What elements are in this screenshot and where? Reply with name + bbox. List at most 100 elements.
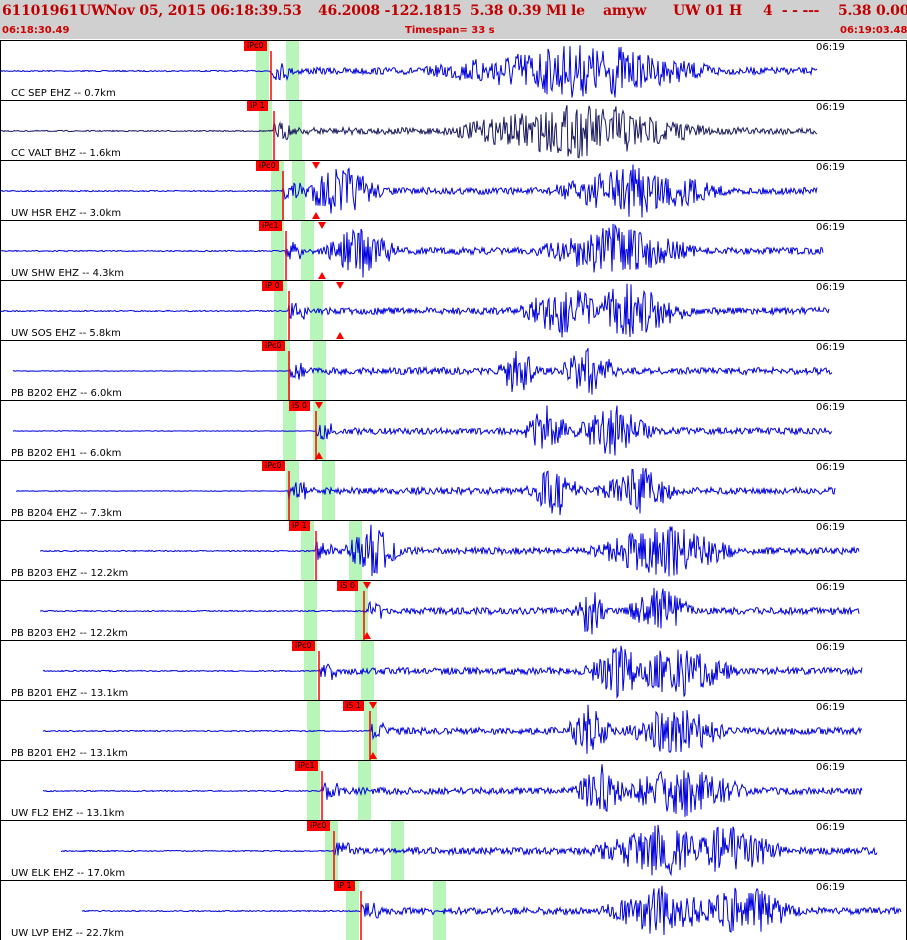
- waveform-trace: [12, 348, 833, 395]
- pick-label[interactable]: iP 1: [247, 101, 268, 111]
- waveform-trace: [12, 405, 833, 456]
- trace-time-label: 06:19: [816, 582, 845, 593]
- seismogram-panel[interactable]: iS 0 06:19 PB B202 EH1 -- 6.0km: [0, 400, 907, 460]
- station-channel-label: UW SOS EHZ -- 5.8km: [11, 328, 121, 339]
- waveform-trace: [81, 885, 902, 936]
- pick-label[interactable]: iPc1: [295, 761, 318, 771]
- s-arrival-marker-top[interactable]: [363, 582, 371, 589]
- s-arrival-marker-bottom[interactable]: [312, 212, 320, 219]
- waveform-plot: [81, 881, 902, 940]
- pick-label[interactable]: iPc0: [256, 161, 279, 171]
- waveform-plot: [42, 701, 863, 760]
- waveform-plot: [1, 161, 818, 220]
- pick-label[interactable]: iPc0: [292, 641, 315, 651]
- phase-window: [313, 341, 326, 400]
- end-time: 06:19:03.48: [840, 25, 907, 36]
- pick-label[interactable]: iPc0: [244, 41, 267, 51]
- phase-window: [256, 41, 269, 100]
- waveform-trace: [1, 283, 830, 338]
- pick-label[interactable]: iPc0: [262, 341, 285, 351]
- trace-time-label: 06:19: [816, 42, 845, 53]
- trace-time-label: 06:19: [816, 882, 845, 893]
- trace-time-label: 06:19: [816, 522, 845, 533]
- pick-label[interactable]: iPc0: [307, 821, 330, 831]
- waveform-plot: [12, 401, 833, 460]
- timespan: Timespan= 33 s: [405, 25, 495, 36]
- s-arrival-marker-bottom[interactable]: [336, 332, 344, 339]
- trace-time-label: 06:19: [816, 462, 845, 473]
- waveform-trace: [1, 45, 818, 98]
- event-depth-magnitude: 5.38 0.39 Ml le: [470, 3, 585, 19]
- seismogram-panel[interactable]: iPc0 06:19 UW ELK EHZ -- 17.0km: [0, 820, 907, 880]
- waveform-plot: [42, 641, 863, 700]
- station-channel-label: UW HSR EHZ -- 3.0km: [11, 208, 122, 219]
- s-arrival-marker-top[interactable]: [318, 222, 326, 229]
- pick-label[interactable]: iS 1: [343, 701, 364, 711]
- s-arrival-marker-bottom[interactable]: [315, 452, 323, 459]
- event-header: 61101961 UW Nov 05, 2015 06:18:39.53 46.…: [0, 0, 907, 39]
- s-arrival-marker-bottom[interactable]: [318, 272, 326, 279]
- waveform-plot: [12, 341, 833, 400]
- seismogram-panel[interactable]: iP 0 06:19 UW SOS EHZ -- 5.8km: [0, 280, 907, 340]
- phase-window: [304, 581, 317, 640]
- waveform-plot: [60, 821, 878, 880]
- waveform-trace: [1, 223, 824, 278]
- pick-label[interactable]: iS 0: [289, 401, 310, 411]
- trace-time-label: 06:19: [816, 222, 845, 233]
- seismogram-panel[interactable]: iS 1 06:19 PB B201 EH2 -- 13.1km: [0, 700, 907, 760]
- seismogram-panel[interactable]: iS 0 06:19 PB B203 EH2 -- 12.2km: [0, 580, 907, 640]
- phase-window: [277, 341, 290, 400]
- seismogram-panel[interactable]: iPc1 06:19 UW SHW EHZ -- 4.3km: [0, 220, 907, 280]
- pick-label[interactable]: iP 1: [334, 881, 355, 891]
- waveform-trace: [39, 587, 860, 635]
- seismogram-panel[interactable]: iPc0 06:19 PB B202 EHZ -- 6.0km: [0, 340, 907, 400]
- seismogram-panel[interactable]: iPc0 06:19 CC SEP EHZ -- 0.7km: [0, 40, 907, 100]
- trace-time-label: 06:19: [816, 282, 845, 293]
- seismogram-panel[interactable]: iPc0 06:19 UW HSR EHZ -- 3.0km: [0, 160, 907, 220]
- station-channel-label: CC SEP EHZ -- 0.7km: [11, 88, 116, 99]
- s-arrival-marker-bottom[interactable]: [363, 632, 371, 639]
- waveform-plot: [1, 41, 818, 100]
- start-time: 06:18:30.49: [2, 25, 70, 36]
- event-location: 46.2008 -122.1815: [318, 3, 462, 19]
- seismogram-panel[interactable]: iP 1 06:19 PB B203 EHZ -- 12.2km: [0, 520, 907, 580]
- pick-label[interactable]: iP 1: [289, 521, 310, 531]
- trace-time-label: 06:19: [816, 162, 845, 173]
- pick-label[interactable]: iP 0: [262, 281, 283, 291]
- station-channel-label: PB B204 EHZ -- 7.3km: [11, 508, 122, 519]
- trace-time-label: 06:19: [816, 822, 845, 833]
- station-channel-label: PB B202 EHZ -- 6.0km: [11, 388, 122, 399]
- pick-label[interactable]: iPc0: [262, 461, 285, 471]
- pick-label[interactable]: iS 0: [337, 581, 358, 591]
- pick-label[interactable]: iPc1: [259, 221, 282, 231]
- event-analyst: amyw: [603, 3, 647, 19]
- seismogram-panels[interactable]: iPc0 06:19 CC SEP EHZ -- 0.7km iP 1 06:19 CC …: [0, 40, 907, 940]
- s-arrival-marker-bottom[interactable]: [369, 752, 377, 759]
- seismogram-panel[interactable]: iPc0 06:19 PB B201 EHZ -- 13.1km: [0, 640, 907, 700]
- event-datetime: Nov 05, 2015 06:18:39.53: [105, 3, 302, 19]
- trace-time-label: 06:19: [816, 402, 845, 413]
- station-channel-label: UW SHW EHZ -- 4.3km: [11, 268, 125, 279]
- trace-time-label: 06:19: [816, 102, 845, 113]
- s-arrival-marker-top[interactable]: [336, 282, 344, 289]
- station-channel-label: PB B201 EHZ -- 13.1km: [11, 688, 129, 699]
- seismogram-panel[interactable]: iP 1 06:19 UW LVP EHZ -- 22.7km: [0, 880, 907, 940]
- waveform-plot: [39, 521, 860, 580]
- trace-time-label: 06:19: [816, 762, 845, 773]
- seismogram-panel[interactable]: iPc0 06:19 PB B204 EHZ -- 7.3km: [0, 460, 907, 520]
- waveform-plot: [15, 461, 836, 520]
- s-arrival-marker-top[interactable]: [315, 402, 323, 409]
- phase-window: [322, 461, 335, 520]
- waveform-trace: [1, 164, 818, 218]
- waveform-plot: [1, 101, 818, 160]
- event-network: UW: [79, 3, 107, 19]
- seismogram-panel[interactable]: iP 1 06:19 CC VALT BHZ -- 1.6km: [0, 100, 907, 160]
- station-channel-label: PB B201 EH2 -- 13.1km: [11, 748, 128, 759]
- station-channel-label: PB B202 EH1 -- 6.0km: [11, 448, 122, 459]
- station-channel-label: PB B203 EHZ -- 12.2km: [11, 568, 129, 579]
- event-id: 61101961: [2, 3, 79, 19]
- seismogram-panel[interactable]: iPc1 06:19 UW FL2 EHZ -- 13.1km: [0, 760, 907, 820]
- station-channel-label: CC VALT BHZ -- 1.6km: [11, 148, 121, 159]
- s-arrival-marker-top[interactable]: [369, 702, 377, 709]
- s-arrival-marker-top[interactable]: [312, 162, 320, 169]
